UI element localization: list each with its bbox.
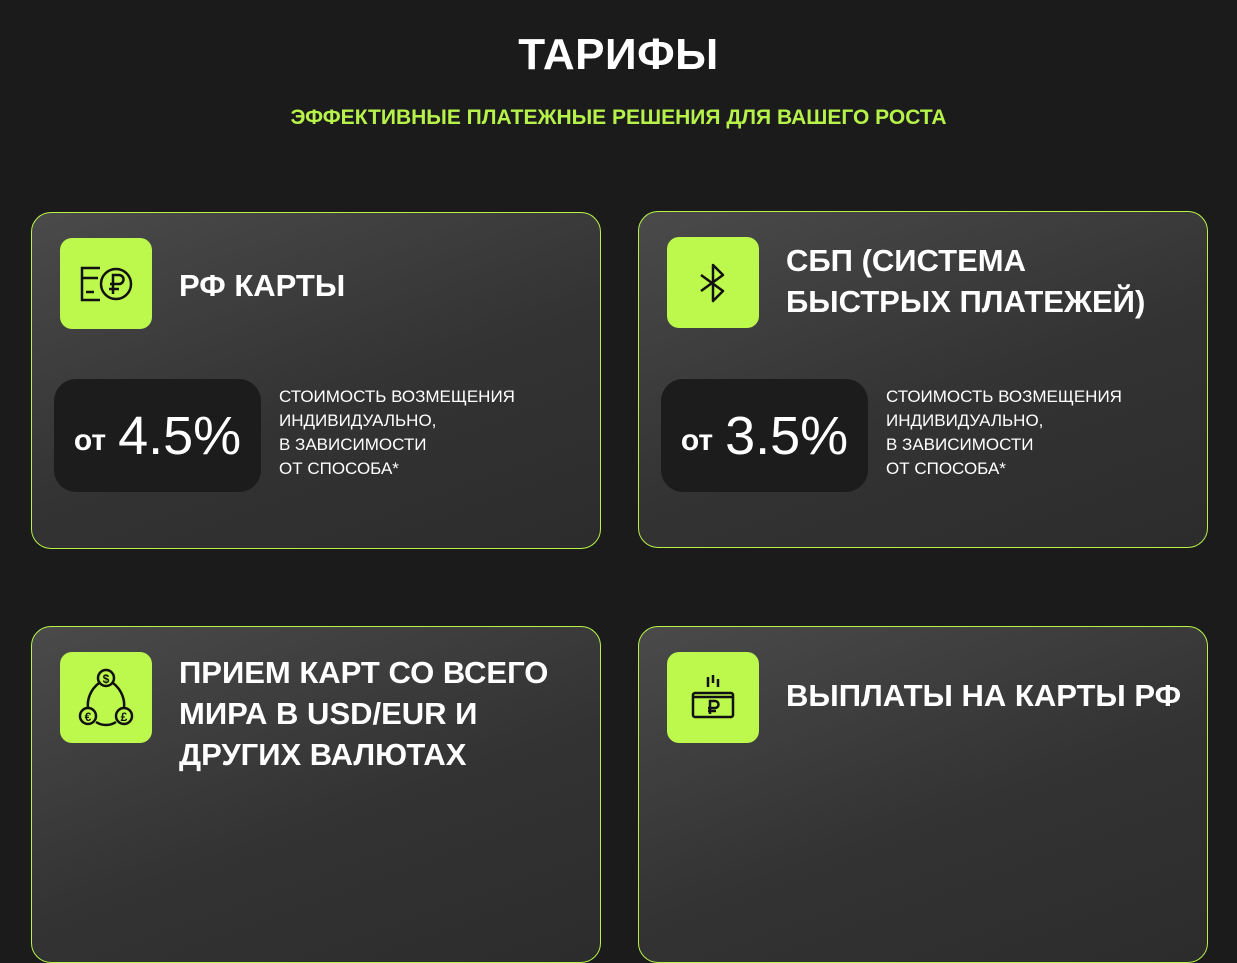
tariff-card-rf-cards: РФ КАРТЫ от 4.5% СТОИМОСТЬ ВОЗМЕЩЕНИЯ ИНДИ…	[31, 212, 601, 549]
desc-line: ИНДИВИДУАЛЬНО,	[279, 411, 437, 430]
card-title: РФ КАРТЫ	[179, 268, 346, 303]
page-title: ТАРИФЫ	[518, 30, 719, 79]
card-ruble-icon	[60, 238, 152, 329]
desc-line: В ЗАВИСИМОСТИ	[279, 435, 427, 454]
desc-line: ОТ СПОСОБА*	[279, 459, 399, 478]
desc-line: ОТ СПОСОБА*	[886, 459, 1006, 478]
price-description: СТОИМОСТЬ ВОЗМЕЩЕНИЯ ИНДИВИДУАЛЬНО, В ЗАВИ…	[279, 385, 559, 481]
price-value: 3.5%	[725, 405, 849, 466]
currency-exchange-icon: $ € £	[60, 652, 152, 743]
desc-line: В ЗАВИСИМОСТИ	[886, 435, 1034, 454]
page-subtitle: ЭФФЕКТИВНЫЕ ПЛАТЕЖНЫЕ РЕШЕНИЯ ДЛЯ ВАШЕГО…	[290, 106, 947, 129]
price-value: 4.5%	[118, 405, 242, 466]
card-title: СБП (СИСТЕМА БЫСТРЫХ ПЛАТЕЖЕЙ)	[786, 243, 1146, 319]
price-box: от 3.5%	[661, 379, 868, 492]
card-title: ВЫПЛАТЫ НА КАРТЫ РФ	[786, 678, 1182, 713]
tariff-card-sbp: СБП (СИСТЕМА БЫСТРЫХ ПЛАТЕЖЕЙ) от 3.5% СТ…	[638, 211, 1208, 548]
tariff-card-international: $ € £ ПРИЕМ КАРТ СО ВСЕГО МИРА В USD/EUR И…	[31, 626, 601, 963]
desc-line: ИНДИВИДУАЛЬНО,	[886, 411, 1044, 430]
desc-line: СТОИМОСТЬ ВОЗМЕЩЕНИЯ	[886, 387, 1122, 406]
price-box: от 4.5%	[54, 379, 261, 492]
svg-text:€: €	[85, 710, 92, 724]
price-prefix: от	[73, 423, 107, 457]
price-prefix: от	[680, 423, 714, 457]
ruble-payout-icon	[667, 652, 759, 743]
price-description: СТОИМОСТЬ ВОЗМЕЩЕНИЯ ИНДИВИДУАЛЬНО, В ЗАВИ…	[886, 385, 1166, 481]
svg-text:$: $	[103, 672, 110, 686]
sbp-icon	[667, 237, 759, 328]
desc-line: СТОИМОСТЬ ВОЗМЕЩЕНИЯ	[279, 387, 515, 406]
svg-text:£: £	[121, 710, 128, 724]
tariff-card-payouts: ВЫПЛАТЫ НА КАРТЫ РФ	[638, 626, 1208, 963]
card-title: ПРИЕМ КАРТ СО ВСЕГО МИРА В USD/EUR И ДРУ…	[179, 655, 549, 772]
